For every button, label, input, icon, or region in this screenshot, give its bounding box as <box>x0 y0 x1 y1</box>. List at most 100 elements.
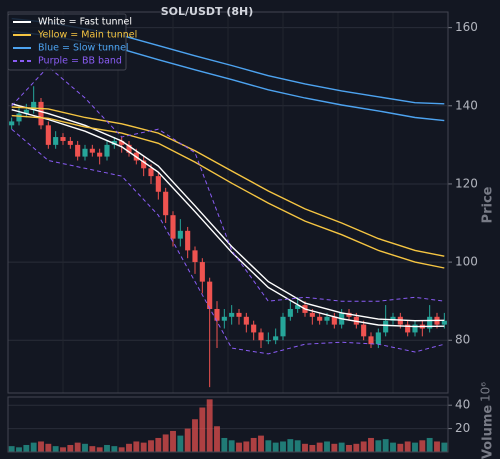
volume-bar <box>382 439 389 452</box>
tunnel-line <box>11 106 445 257</box>
volume-bar <box>228 440 235 452</box>
y-axis-label: Price <box>481 186 496 223</box>
candle-body <box>207 281 213 309</box>
volume-bar <box>104 444 110 452</box>
volume-bar <box>419 440 426 452</box>
candle-body <box>148 168 154 177</box>
candle-body <box>390 316 396 321</box>
volume-bar <box>96 447 103 452</box>
candle-body <box>141 160 147 169</box>
y2-axis-label: Volume <box>481 405 496 459</box>
candle-body <box>89 148 95 153</box>
y2-tick-label: 40 <box>455 398 470 412</box>
candle-body <box>412 324 418 333</box>
candle-body <box>31 101 37 110</box>
volume-bar <box>236 442 242 452</box>
candle-body <box>375 332 381 345</box>
volume-bar <box>192 419 198 452</box>
volume-bar <box>250 437 257 452</box>
volume-bar <box>368 437 374 452</box>
candle-body <box>155 176 161 192</box>
candle-body <box>361 324 367 337</box>
volume-bar <box>404 441 411 452</box>
volume-bar <box>221 437 228 452</box>
volume-bar <box>360 441 367 452</box>
volume-bar <box>272 442 279 452</box>
y-tick-label: 100 <box>455 255 478 269</box>
candle-body <box>368 336 374 345</box>
candle-body <box>111 140 117 145</box>
candle-body <box>295 305 301 309</box>
volume-bar <box>38 441 44 452</box>
volume-bar <box>199 407 206 452</box>
volume-bar <box>353 443 360 452</box>
candle-body <box>214 308 220 321</box>
volume-bar <box>60 447 66 452</box>
legend-label: Yellow = Main tunnel <box>37 30 137 41</box>
candle-body <box>126 144 132 153</box>
tunnel-line <box>11 114 445 269</box>
volume-bar <box>82 443 88 452</box>
volume-bar <box>30 442 37 452</box>
volume-bar <box>148 440 154 452</box>
y-tick-label: 160 <box>455 20 478 34</box>
volume-bar <box>258 435 264 452</box>
volume-bar <box>170 430 176 452</box>
candle-body <box>309 312 315 317</box>
volume-bar <box>338 442 345 452</box>
volume-bar <box>316 442 323 452</box>
candle-body <box>221 316 227 321</box>
legend-box <box>7 13 127 71</box>
legend: White = Fast tunnel Yellow = Main tunnel B… <box>7 13 137 71</box>
y-tick-label: 80 <box>455 333 470 347</box>
candle-body <box>427 316 433 329</box>
volume-bar <box>309 444 316 452</box>
volume-bar <box>126 443 132 452</box>
volume-bar <box>265 440 272 452</box>
volume-bar <box>74 442 81 452</box>
candle-body <box>45 125 51 145</box>
volume-bar <box>434 441 440 452</box>
candle-body <box>170 215 176 239</box>
candle-body <box>405 324 411 333</box>
tunnel-line <box>11 103 445 322</box>
tunnel-line <box>11 109 445 328</box>
candle-body <box>280 316 286 337</box>
candle-body <box>185 230 191 251</box>
volume-bar <box>52 446 59 452</box>
legend-label: Purple = BB band <box>38 56 122 67</box>
candle-body <box>331 316 337 325</box>
volume-bar <box>140 442 147 452</box>
candle-body <box>9 121 15 126</box>
candle-body <box>273 336 279 341</box>
tunnel-line <box>11 66 445 302</box>
candle-body <box>441 320 447 325</box>
candle-body <box>60 137 66 141</box>
volume-bar <box>390 442 396 452</box>
volume-bar <box>155 437 162 452</box>
volume-bar <box>206 399 213 452</box>
y-tick-label: 120 <box>455 176 478 190</box>
volume-bar <box>324 441 330 452</box>
volume-bar <box>111 446 118 452</box>
volume-bar <box>346 444 352 452</box>
candle-body <box>383 320 389 333</box>
candle-body <box>163 191 169 216</box>
candle-body <box>324 316 330 321</box>
volume-bar <box>287 439 294 452</box>
tunnel-line <box>11 128 445 355</box>
candle-body <box>16 113 22 122</box>
volume-bar <box>243 441 250 452</box>
volume-bar <box>426 437 433 452</box>
candle-body <box>53 137 59 145</box>
volume-bar <box>375 440 382 452</box>
y-tick-label: 140 <box>455 98 478 112</box>
chart-title: SOL/USDT (8H) <box>161 5 254 18</box>
candle-body <box>177 230 183 239</box>
volume-bar <box>184 428 191 452</box>
volume-bar <box>214 426 220 452</box>
volume-bar <box>294 440 301 452</box>
candle-body <box>119 140 125 145</box>
volume-frame <box>7 396 449 453</box>
